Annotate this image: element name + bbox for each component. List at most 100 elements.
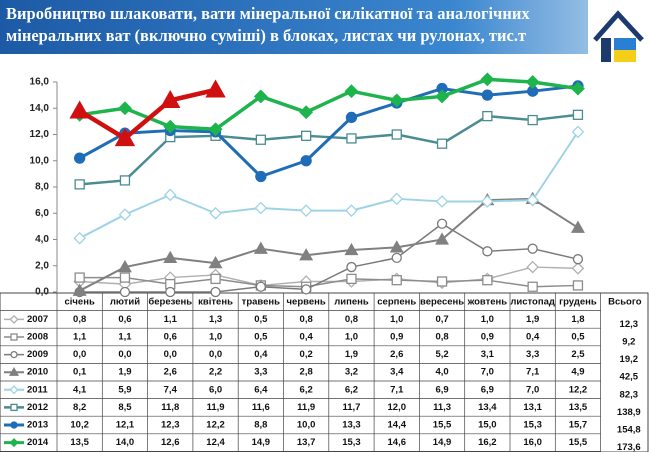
table-cell: 1,0: [481, 314, 494, 325]
point: [114, 128, 136, 147]
legend-marker: [10, 403, 18, 412]
logo: [588, 0, 649, 70]
table-cell: 1,0: [209, 332, 222, 343]
point: [209, 206, 222, 220]
point: [482, 246, 493, 257]
y-tick-label: 4,0: [35, 234, 49, 245]
table-cell: 14,9: [252, 437, 271, 448]
table-cell: 6,9: [435, 384, 448, 395]
point: [346, 261, 357, 273]
point: [482, 110, 493, 122]
table-cell: 12,2: [569, 384, 588, 395]
point: [255, 281, 267, 292]
legend-label: 2008: [27, 332, 48, 343]
table-cell: 0,0: [73, 349, 86, 360]
point: [205, 79, 226, 98]
series-line: [78, 87, 217, 141]
total-cell: 138,9: [617, 407, 641, 418]
legend-label: 2007: [27, 314, 48, 325]
total-header: Всього: [608, 296, 642, 307]
table-cell: 7,0: [481, 367, 494, 378]
table-cell: 0,5: [254, 332, 268, 343]
point: [210, 286, 221, 298]
table-cell: 2,8: [300, 367, 313, 378]
x-tick-label: жовтень: [467, 296, 508, 307]
x-tick-label: червень: [287, 296, 326, 307]
table-cell: 1,0: [345, 332, 358, 343]
point: [163, 188, 177, 202]
point: [344, 242, 359, 256]
point: [117, 259, 132, 273]
table-cell: 1,9: [345, 349, 358, 360]
point: [346, 273, 357, 285]
table-cell: 1,1: [73, 332, 87, 343]
point: [526, 260, 539, 274]
table-cell: 0,5: [571, 332, 585, 343]
table-cell: 15,5: [569, 437, 588, 448]
table-cell: 8,2: [73, 402, 86, 413]
legend-label: 2010: [27, 367, 48, 378]
point: [210, 273, 221, 285]
table-cell: 13,1: [523, 402, 542, 413]
point: [118, 101, 132, 116]
point: [571, 262, 585, 275]
x-tick-label: грудень: [559, 296, 597, 307]
table-cell: 13,7: [297, 437, 316, 448]
table-cell: 1,8: [571, 314, 584, 325]
point: [435, 232, 450, 245]
point: [480, 72, 495, 87]
table-cell: 0,5: [254, 314, 268, 325]
point: [482, 275, 493, 286]
table-cell: 14,6: [388, 437, 407, 448]
total-cell: 42,5: [620, 372, 639, 383]
table-cell: 0,4: [254, 349, 268, 360]
x-tick-label: травень: [242, 296, 280, 307]
table-cell: 0,8: [435, 332, 448, 343]
table-cell: 7,1: [526, 367, 540, 378]
table-cell: 2,2: [209, 367, 222, 378]
table-cell: 0,1: [73, 367, 87, 378]
point: [527, 281, 538, 292]
table-cell: 13,5: [569, 402, 588, 413]
point: [481, 195, 494, 208]
point: [253, 89, 268, 104]
table-cell: 13,5: [70, 437, 89, 448]
point: [253, 241, 268, 254]
point: [436, 138, 448, 149]
table-cell: 10,2: [70, 420, 89, 431]
point: [300, 130, 312, 141]
table-cell: 6,2: [345, 384, 358, 395]
point: [119, 175, 131, 186]
chart-title: мінеральних ват (включно суміші) в блока…: [6, 26, 526, 45]
point: [300, 284, 312, 295]
table-cell: 15,7: [569, 420, 588, 431]
y-tick-label: 10,0: [30, 155, 50, 166]
table-cell: 3,1: [481, 349, 495, 360]
point: [119, 286, 131, 298]
point: [300, 155, 312, 167]
table-cell: 0,9: [481, 332, 494, 343]
point: [572, 254, 584, 265]
point: [571, 81, 585, 96]
table-cell: 6,2: [300, 384, 313, 395]
point: [345, 204, 358, 217]
series-line: [79, 197, 579, 292]
table-cell: 7,0: [526, 384, 539, 395]
table-cell: 15,5: [433, 420, 452, 431]
table-cell: 1,9: [118, 367, 131, 378]
table-cell: 12,6: [161, 437, 180, 448]
table-cell: 10,0: [297, 420, 316, 431]
point: [346, 133, 357, 144]
table-cell: 0,0: [164, 349, 177, 360]
series-line: [79, 266, 578, 287]
point: [299, 105, 314, 120]
table-cell: 11,3: [433, 402, 451, 413]
point: [73, 231, 86, 245]
point: [389, 93, 404, 108]
table-cell: 0,8: [300, 314, 313, 325]
x-tick-label: серпень: [377, 296, 416, 307]
point: [435, 89, 449, 104]
title-band: [0, 0, 649, 54]
point: [255, 170, 267, 183]
point: [163, 250, 178, 264]
